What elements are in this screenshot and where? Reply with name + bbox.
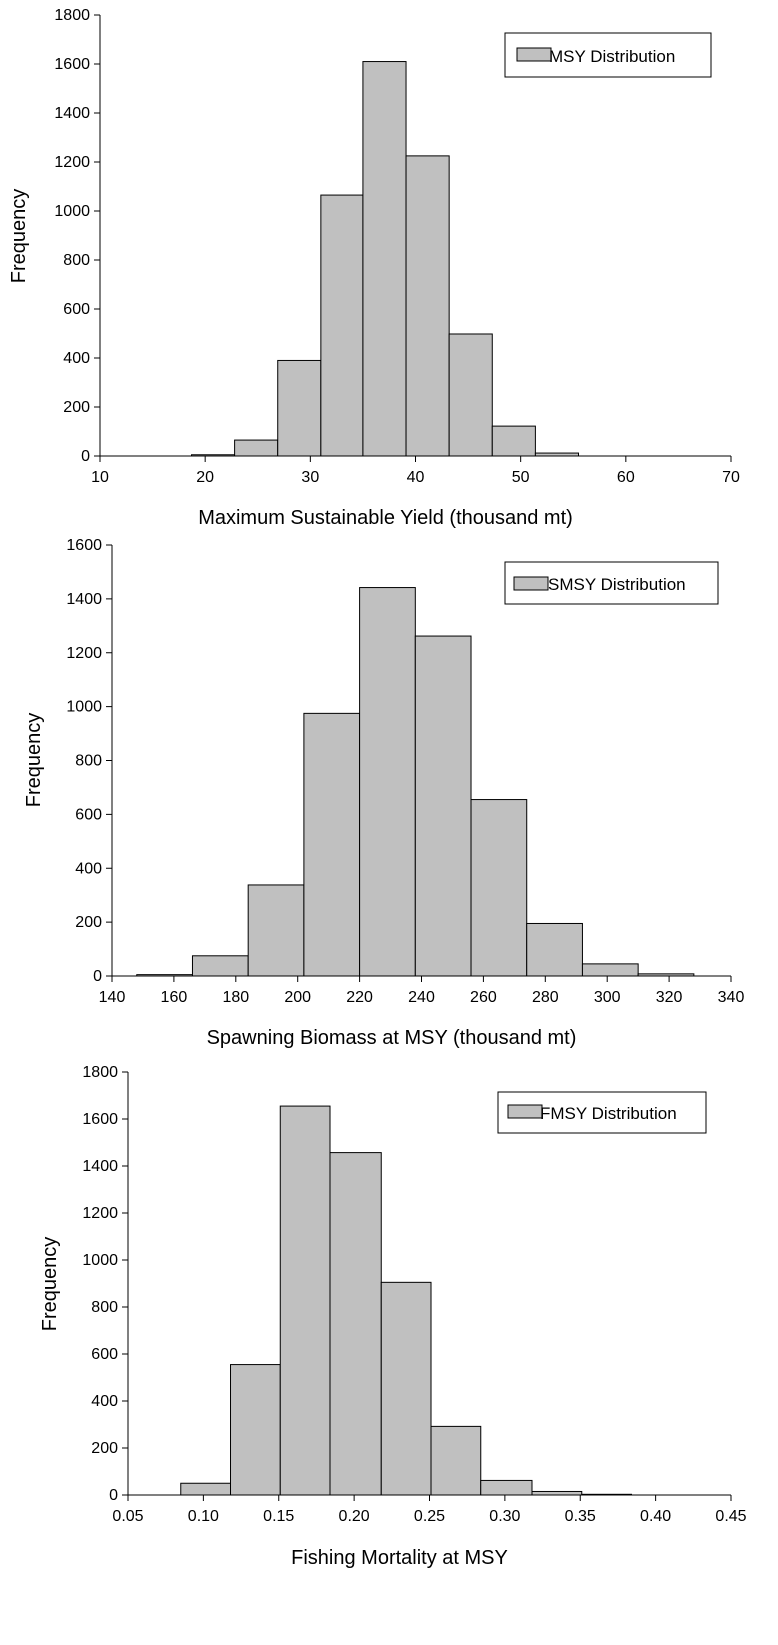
x-tick-label: 70 <box>722 469 740 486</box>
histogram-bar <box>247 884 305 977</box>
y-tick-label: 1400 <box>82 1158 118 1175</box>
y-tick-label: 600 <box>63 301 90 318</box>
y-tick-label: 1800 <box>82 1064 118 1081</box>
x-tick-label: 200 <box>284 989 311 1006</box>
x-tick-label: 320 <box>656 989 683 1006</box>
y-tick-label: 1600 <box>66 537 102 554</box>
y-tick-label: 200 <box>91 1440 118 1457</box>
legend-swatch <box>513 576 549 591</box>
x-tick-label: 0.45 <box>715 1508 746 1525</box>
y-tick-label: 800 <box>75 753 102 770</box>
y-tick-label: 1000 <box>82 1252 118 1269</box>
histogram-bar <box>191 955 249 977</box>
histogram-bar <box>448 333 493 457</box>
y-axis-title: Frequency <box>39 1237 61 1332</box>
histogram-bar <box>277 359 322 457</box>
x-tick-label: 300 <box>594 989 621 1006</box>
x-tick-label: 0.05 <box>112 1508 143 1525</box>
histogram-bar <box>491 425 536 457</box>
histogram-bar <box>531 1490 583 1496</box>
y-tick-label: 1000 <box>66 699 102 716</box>
x-tick-label: 10 <box>91 469 109 486</box>
y-tick-label: 400 <box>91 1393 118 1410</box>
y-tick-label: 600 <box>75 806 102 823</box>
histogram-bar <box>359 587 416 977</box>
y-tick-label: 0 <box>109 1487 118 1504</box>
x-tick-label: 0.35 <box>565 1508 596 1525</box>
y-tick-label: 600 <box>91 1346 118 1363</box>
x-tick-label: 40 <box>407 469 425 486</box>
histogram-bar <box>180 1482 232 1496</box>
x-tick-label: 220 <box>346 989 373 1006</box>
histogram-bar <box>480 1479 533 1496</box>
y-tick-label: 1200 <box>54 154 90 171</box>
y-axis-title: Frequency <box>8 189 30 284</box>
y-tick-label: 1200 <box>82 1205 118 1222</box>
y-tick-label: 0 <box>81 448 90 465</box>
x-tick-label: 160 <box>161 989 188 1006</box>
y-tick-label: 800 <box>63 252 90 269</box>
legend: SMSY Distribution <box>504 561 719 605</box>
y-tick-label: 1800 <box>54 7 90 24</box>
y-tick-label: 400 <box>63 350 90 367</box>
legend-label: SMSY Distribution <box>548 575 686 594</box>
histogram-bar <box>230 1364 281 1496</box>
histogram-bar <box>430 1425 482 1496</box>
x-axis-title: Maximum Sustainable Yield (thousand mt) <box>198 507 573 529</box>
histogram-bar <box>362 61 407 457</box>
histogram-bar <box>303 712 361 977</box>
chart-panel-3: 0 200 400 600 800 1000 1200 1400 1600 1800 0.05 0.1… <box>39 1064 747 1569</box>
histogram-bar <box>279 1105 331 1496</box>
legend: FMSY Distribution <box>497 1091 707 1134</box>
x-axis-title: Spawning Biomass at MSY (thousand mt) <box>207 1027 577 1049</box>
legend: MSY Distribution <box>504 32 712 78</box>
histogram-bar <box>526 922 583 977</box>
y-tick-label: 1400 <box>66 591 102 608</box>
y-tick-label: 1400 <box>54 105 90 122</box>
y-tick-label: 800 <box>91 1299 118 1316</box>
legend-label: FMSY Distribution <box>540 1104 677 1123</box>
y-tick-label: 1600 <box>54 56 90 73</box>
x-tick-label: 30 <box>301 469 319 486</box>
histogram-bar <box>405 155 450 457</box>
x-tick-label: 0.10 <box>188 1508 219 1525</box>
y-tick-label: 200 <box>75 914 102 931</box>
y-tick-label: 200 <box>63 399 90 416</box>
chart-panel-1: 0 200 400 600 800 1000 1200 1400 1600 1800 10 20 30 4… <box>8 7 740 529</box>
histogram-bar <box>329 1152 382 1496</box>
x-tick-label: 140 <box>99 989 126 1006</box>
y-tick-label: 0 <box>93 968 102 985</box>
x-tick-label: 0.20 <box>339 1508 370 1525</box>
x-tick-label: 240 <box>408 989 435 1006</box>
histogram-bar <box>581 963 639 977</box>
x-tick-label: 0.30 <box>489 1508 520 1525</box>
x-tick-label: 0.40 <box>640 1508 671 1525</box>
x-tick-label: 340 <box>718 989 745 1006</box>
chart-panel-2: 0 200 400 600 800 1000 1200 1400 1600 140 160 180 20… <box>23 537 744 1049</box>
x-tick-label: 50 <box>512 469 530 486</box>
histogram-bar <box>470 799 528 977</box>
x-tick-label: 20 <box>196 469 214 486</box>
y-tick-label: 1000 <box>54 203 90 220</box>
y-tick-label: 1600 <box>82 1111 118 1128</box>
y-axis-title: Frequency <box>23 713 45 808</box>
x-tick-label: 260 <box>470 989 497 1006</box>
histogram-bar <box>380 1281 432 1496</box>
legend-swatch <box>507 1104 543 1119</box>
x-tick-label: 60 <box>617 469 635 486</box>
x-tick-label: 0.25 <box>414 1508 445 1525</box>
x-tick-label: 180 <box>222 989 249 1006</box>
legend-swatch <box>516 47 552 62</box>
y-tick-label: 400 <box>75 860 102 877</box>
x-tick-label: 280 <box>532 989 559 1006</box>
x-tick-label: 0.15 <box>263 1508 294 1525</box>
legend-label: MSY Distribution <box>549 47 675 66</box>
histogram-bar <box>414 635 472 977</box>
x-axis-title: Fishing Mortality at MSY <box>291 1547 508 1569</box>
histogram-bar <box>320 194 364 457</box>
y-tick-label: 1200 <box>66 645 102 662</box>
histogram-bar <box>234 439 279 457</box>
